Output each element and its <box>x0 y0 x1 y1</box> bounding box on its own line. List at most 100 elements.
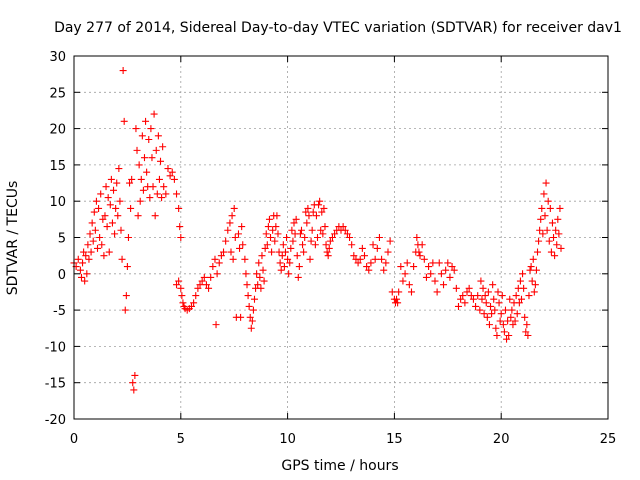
data-point <box>554 215 562 223</box>
data-point <box>410 263 418 271</box>
data-point <box>304 204 312 212</box>
data-point <box>278 252 286 260</box>
data-point <box>544 197 552 205</box>
data-point <box>339 223 347 231</box>
data-point <box>393 295 401 303</box>
data-point <box>494 288 502 296</box>
data-point <box>526 266 534 274</box>
data-point <box>528 277 536 285</box>
data-point <box>500 328 508 336</box>
data-point <box>293 252 301 260</box>
data-point <box>552 226 560 234</box>
data-point <box>356 255 364 263</box>
x-tick-label: 15 <box>386 432 403 447</box>
data-point <box>487 302 495 310</box>
data-point <box>489 281 497 289</box>
data-point <box>403 259 411 267</box>
data-point <box>321 223 329 231</box>
x-tick-label: 5 <box>177 432 185 447</box>
data-point <box>476 306 484 314</box>
data-point <box>472 302 480 310</box>
data-point <box>117 226 125 234</box>
data-point <box>98 241 106 249</box>
data-point <box>541 212 549 220</box>
data-point <box>548 219 556 227</box>
data-point <box>467 292 475 300</box>
data-point <box>513 310 521 318</box>
data-point <box>446 273 454 281</box>
data-point <box>483 313 491 321</box>
data-point <box>435 259 443 267</box>
data-point <box>529 255 537 263</box>
data-point <box>312 212 320 220</box>
y-tick-label: 5 <box>58 232 66 247</box>
y-tick-label: 30 <box>49 50 66 65</box>
data-point <box>248 317 256 325</box>
data-point <box>307 237 315 245</box>
data-point <box>418 241 426 249</box>
data-point <box>287 244 295 252</box>
data-point <box>92 197 100 205</box>
data-point <box>148 154 156 162</box>
data-point <box>176 223 184 231</box>
data-point <box>348 241 356 249</box>
data-point <box>540 190 548 198</box>
data-point <box>256 273 264 281</box>
data-point <box>320 204 328 212</box>
tick-marks <box>73 55 609 420</box>
data-point <box>341 226 349 234</box>
data-point <box>260 277 268 285</box>
data-point <box>394 299 402 307</box>
data-point <box>283 234 291 241</box>
data-point <box>386 237 394 245</box>
data-point <box>265 215 273 223</box>
data-point <box>105 248 113 256</box>
data-point <box>150 110 158 118</box>
data-point <box>318 208 326 216</box>
data-point <box>525 292 533 300</box>
data-point <box>380 266 388 274</box>
data-point <box>243 281 251 289</box>
data-point <box>479 284 487 292</box>
data-point <box>316 197 324 205</box>
data-point <box>463 288 471 296</box>
data-point <box>484 288 492 296</box>
data-point <box>331 230 339 238</box>
data-point <box>498 292 506 300</box>
data-point <box>272 223 280 231</box>
data-point <box>190 299 198 307</box>
data-point <box>551 252 559 260</box>
data-point <box>546 204 554 212</box>
data-point <box>170 175 178 183</box>
data-point <box>149 183 157 191</box>
y-tick-label: 25 <box>49 86 66 101</box>
data-point <box>384 248 392 256</box>
data-point <box>499 321 507 329</box>
data-point <box>358 244 366 252</box>
data-point <box>241 255 249 263</box>
data-point <box>126 179 134 187</box>
data-point <box>86 230 94 238</box>
data-point <box>311 241 319 249</box>
data-point <box>234 230 242 238</box>
chart-title: Day 277 of 2014, Sidereal Day-to-day VTE… <box>54 20 622 36</box>
data-point <box>299 241 307 249</box>
data-point <box>309 208 317 216</box>
data-point <box>506 295 514 303</box>
data-point <box>82 252 90 260</box>
data-point <box>523 321 531 329</box>
data-point <box>151 212 159 220</box>
x-tick-label: 25 <box>600 432 617 447</box>
data-point <box>522 328 530 336</box>
data-point <box>517 295 525 303</box>
data-point <box>512 292 520 300</box>
data-point <box>130 386 138 394</box>
data-point <box>224 226 232 234</box>
x-tick-label: 10 <box>279 432 296 447</box>
data-point <box>196 281 204 289</box>
data-point <box>228 212 236 220</box>
data-point <box>131 371 139 379</box>
data-point <box>263 241 271 249</box>
data-point <box>388 288 396 296</box>
data-point <box>535 237 543 245</box>
